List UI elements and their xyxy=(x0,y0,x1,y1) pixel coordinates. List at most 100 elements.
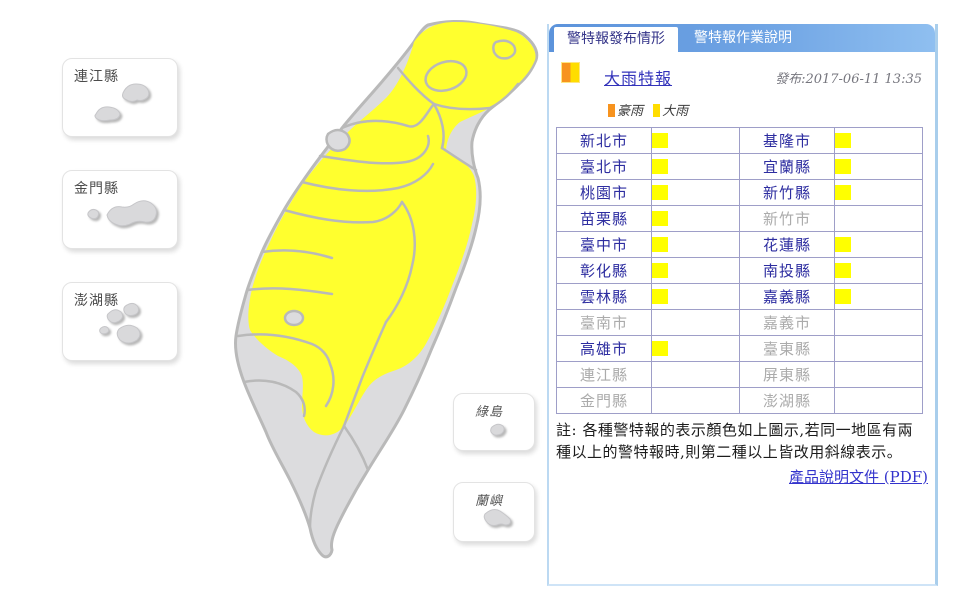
county-warning-cell xyxy=(834,257,923,284)
county-warning-cell xyxy=(834,361,923,388)
county-warning-cell xyxy=(651,205,740,232)
county-name-cell: 連江縣 xyxy=(556,361,652,388)
county-warning-cell xyxy=(651,335,740,362)
county-warning-cell xyxy=(834,127,923,154)
county-borders xyxy=(236,66,520,530)
kinmen-islands xyxy=(87,200,157,227)
rain-legend: 豪雨 大雨 xyxy=(608,100,928,119)
ludao-island xyxy=(490,423,505,436)
chiayi-city-enclave xyxy=(283,309,305,327)
extremely-heavy-rain-swatch xyxy=(608,104,615,117)
table-row: 雲林縣 嘉義縣 xyxy=(556,283,923,310)
rain-warning-swatch xyxy=(652,237,668,252)
table-row: 彰化縣 南投縣 xyxy=(556,257,923,284)
county-warning-cell xyxy=(651,231,740,258)
county-warning-cell xyxy=(834,387,923,414)
lianjiang-islands xyxy=(94,83,150,122)
rain-warning-swatch xyxy=(835,185,851,200)
county-warning-cell xyxy=(834,309,923,336)
inset-penghu-label: 澎湖縣 xyxy=(74,293,119,309)
inset-ludao-label: 綠島 xyxy=(474,405,503,420)
rain-warning-swatch xyxy=(835,263,851,278)
county-name-cell: 苗栗縣 xyxy=(556,205,652,232)
county-warning-cell xyxy=(651,153,740,180)
inset-lianjiang[interactable]: 連江縣 xyxy=(62,58,178,137)
county-name-cell: 南投縣 xyxy=(739,257,835,284)
lanyu-island xyxy=(483,509,511,526)
county-name-cell: 澎湖縣 xyxy=(739,387,835,414)
county-name-cell: 臺北市 xyxy=(556,153,652,180)
rain-warning-swatch xyxy=(835,133,851,148)
county-name-cell: 彰化縣 xyxy=(556,257,652,284)
table-row: 新北市 基隆市 xyxy=(556,127,923,154)
county-warning-cell xyxy=(651,257,740,284)
county-name-cell: 雲林縣 xyxy=(556,283,652,310)
panel-content: 大雨特報 發布:2017-06-11 13:35 豪雨 大雨 新北市 基隆市 臺北市… xyxy=(549,52,935,487)
table-row: 金門縣 澎湖縣 xyxy=(556,387,923,414)
inset-lianjiang-label: 連江縣 xyxy=(74,69,119,85)
hsinchu-city-enclave xyxy=(325,128,351,153)
heavy-rain-swatch xyxy=(653,104,661,117)
county-name-cell: 花蓮縣 xyxy=(739,231,835,258)
heavy-rain-label: 大雨 xyxy=(662,104,689,119)
product-doc-pdf-link[interactable]: 產品說明文件 (PDF) xyxy=(789,467,928,486)
rain-warning-area xyxy=(248,22,536,436)
table-row: 臺北市 宜蘭縣 xyxy=(556,153,923,180)
table-row: 臺中市 花蓮縣 xyxy=(556,231,923,258)
table-row: 桃園市 新竹縣 xyxy=(556,179,923,206)
inset-penghu[interactable]: 澎湖縣 xyxy=(62,282,178,361)
inset-lanyu[interactable]: 蘭嶼 xyxy=(453,482,535,542)
penghu-islands xyxy=(99,302,141,344)
footnote: 註: 各種警特報的表示顏色如上圖示,若同一地區有兩種以上的警特報時,則第二種以上… xyxy=(556,421,914,461)
tab-strip: 警特報發布情形 警特報作業說明 xyxy=(549,24,935,52)
rain-warning-swatch xyxy=(835,289,851,304)
county-warning-cell xyxy=(834,335,923,362)
county-name-cell: 宜蘭縣 xyxy=(739,153,835,180)
county-name-cell: 基隆市 xyxy=(739,127,835,154)
county-name-cell: 屏東縣 xyxy=(739,361,835,388)
county-name-cell: 高雄市 xyxy=(556,335,652,362)
county-warning-cell xyxy=(651,361,740,388)
table-row: 臺南市 嘉義市 xyxy=(556,309,923,336)
county-name-cell: 新竹縣 xyxy=(739,179,835,206)
county-warning-cell xyxy=(834,283,923,310)
inset-kinmen[interactable]: 金門縣 xyxy=(62,170,178,249)
table-row: 連江縣 屏東縣 xyxy=(556,361,923,388)
table-row: 苗栗縣 新竹市 xyxy=(556,205,923,232)
county-name-cell: 桃園市 xyxy=(556,179,652,206)
taipei-enclave xyxy=(424,59,468,93)
heavy-rain-warning-icon xyxy=(561,62,580,83)
county-warning-cell xyxy=(834,153,923,180)
tab-warning-status[interactable]: 警特報發布情形 xyxy=(554,27,678,52)
county-name-cell: 嘉義縣 xyxy=(739,283,835,310)
county-warning-cell xyxy=(834,205,923,232)
rain-warning-swatch xyxy=(835,159,851,174)
inset-kinmen-label: 金門縣 xyxy=(74,181,119,197)
inset-lanyu-label: 蘭嶼 xyxy=(474,494,503,509)
county-name-cell: 新北市 xyxy=(556,127,652,154)
rain-warning-swatch xyxy=(652,133,668,148)
heavy-rain-alert-link[interactable]: 大雨特報 xyxy=(604,69,673,88)
rain-warning-swatch xyxy=(652,263,668,278)
rain-warning-swatch xyxy=(652,185,668,200)
taiwan-warning-map[interactable] xyxy=(228,18,540,563)
county-warning-cell xyxy=(834,179,923,206)
rain-warning-swatch xyxy=(835,237,851,252)
rain-warning-swatch xyxy=(652,211,668,226)
county-warning-cell xyxy=(651,309,740,336)
rain-warning-swatch xyxy=(652,341,668,356)
warning-panel: 警特報發布情形 警特報作業說明 大雨特報 發布:2017-06-11 13:35… xyxy=(547,24,938,586)
rain-warning-swatch xyxy=(652,289,668,304)
county-warning-cell xyxy=(651,283,740,310)
county-name-cell: 嘉義市 xyxy=(739,309,835,336)
county-name-cell: 臺南市 xyxy=(556,309,652,336)
rain-warning-swatch xyxy=(652,159,668,174)
county-warning-cell xyxy=(834,231,923,258)
table-row: 高雄市 臺東縣 xyxy=(556,335,923,362)
inset-ludao[interactable]: 綠島 xyxy=(453,393,535,451)
issued-timestamp: 發布:2017-06-11 13:35 xyxy=(775,72,922,87)
county-warning-cell xyxy=(651,127,740,154)
county-name-cell: 金門縣 xyxy=(556,387,652,414)
tab-warning-instructions[interactable]: 警特報作業說明 xyxy=(694,30,792,46)
county-warning-cell xyxy=(651,179,740,206)
